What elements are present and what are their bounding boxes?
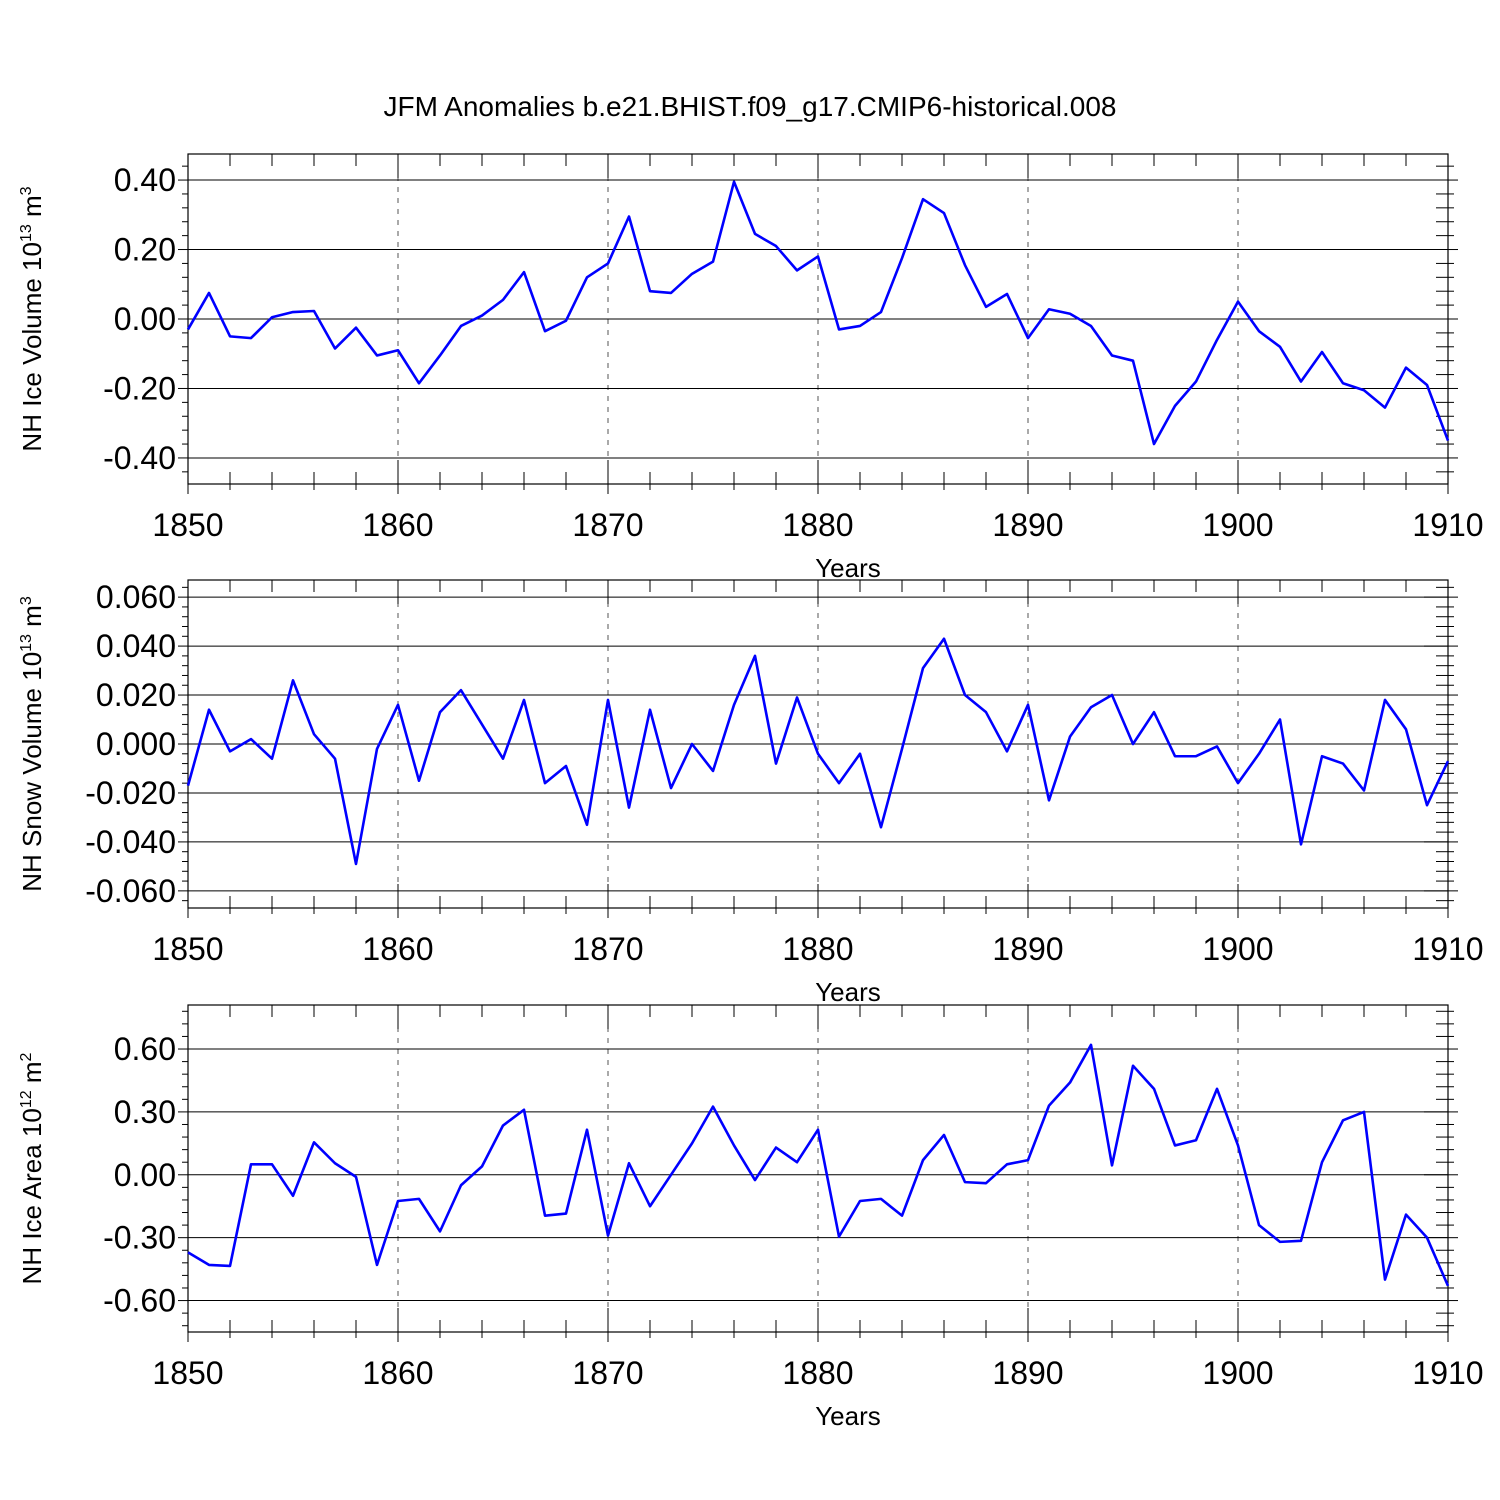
snow-volume-y-axis-label-part: NH Snow Volume 10 [17, 652, 47, 892]
snow-volume-x-tick-label: 1890 [992, 931, 1063, 967]
snow-volume-x-tick-label: 1900 [1202, 931, 1273, 967]
ice-area-x-axis-label: Years [815, 1401, 881, 1431]
ice-volume-x-tick-label: 1910 [1412, 507, 1483, 543]
ice-volume-y-tick-label: -0.20 [103, 370, 176, 406]
ice-volume-panel: -0.40 -0.20 0.00 0.20 0.40 1850 1860 1870 1880 18… [17, 153, 1484, 583]
ice-area-y-tick-label: -0.60 [103, 1283, 176, 1319]
snow-volume-x-tick-label: 1910 [1412, 931, 1483, 967]
ice-area-y-tick-label: 0.60 [114, 1031, 176, 1067]
figure-title: JFM Anomalies b.e21.BHIST.f09_g17.CMIP6-… [383, 91, 1116, 122]
snow-volume-x-axis-label: Years [815, 977, 881, 1007]
snow-volume-panel: -0.060 -0.040 -0.020 0.000 0.020 0.040 0.060 18… [17, 579, 1484, 1007]
snow-volume-y-tick-label: 0.000 [96, 726, 176, 762]
ice-area-y-tick-label: 0.30 [114, 1094, 176, 1130]
ice-volume-y-tick-label: 0.00 [114, 301, 176, 337]
ice-volume-y-axis-label-sup: 13 [18, 224, 35, 242]
snow-volume-y-axis-label-part: m [17, 605, 47, 634]
ice-volume-y-tick-label: 0.20 [114, 232, 176, 268]
ice-area-x-tick-label: 1870 [572, 1355, 643, 1391]
ice-area-x-tick-label: 1850 [152, 1355, 223, 1391]
ice-volume-y-axis-label: NH Ice Volume 1013 m3 [17, 186, 47, 451]
ice-area-x-tick-label: 1890 [992, 1355, 1063, 1391]
snow-volume-y-axis-label-sup: 13 [18, 634, 35, 652]
ice-volume-y-axis-label-part: NH Ice Volume 10 [17, 242, 47, 452]
ice-area-y-tick-label: 0.00 [114, 1157, 176, 1193]
ice-area-y-axis-label-part: m [17, 1061, 47, 1090]
ice-volume-x-tick-label: 1900 [1202, 507, 1273, 543]
snow-volume-y-tick-label: -0.020 [85, 775, 176, 811]
ice-volume-x-tick-label: 1890 [992, 507, 1063, 543]
snow-volume-y-axis-label-sup: 3 [18, 596, 35, 605]
ice-area-x-tick-label: 1910 [1412, 1355, 1483, 1391]
ice-area-y-axis-label-sup: 12 [18, 1090, 35, 1108]
ice-area-panel: -0.60 -0.30 0.00 0.30 0.60 1850 1860 1870 1880 18… [17, 1004, 1484, 1431]
ice-volume-x-tick-label: 1870 [572, 507, 643, 543]
ice-area-x-tick-label: 1880 [782, 1355, 853, 1391]
snow-volume-x-tick-label: 1880 [782, 931, 853, 967]
ice-volume-y-tick-label: 0.40 [114, 162, 176, 198]
snow-volume-x-tick-label: 1850 [152, 931, 223, 967]
snow-volume-y-tick-label: 0.020 [96, 677, 176, 713]
snow-volume-y-tick-label: -0.060 [85, 873, 176, 909]
ice-volume-x-tick-label: 1850 [152, 507, 223, 543]
ice-area-x-tick-label: 1900 [1202, 1355, 1273, 1391]
ice-area-y-tick-label: -0.30 [103, 1220, 176, 1256]
ice-area-y-axis-label-sup: 2 [18, 1052, 35, 1061]
ice-volume-x-tick-label: 1880 [782, 507, 853, 543]
ice-volume-y-axis-label-sup: 3 [18, 186, 35, 195]
snow-volume-y-tick-label: 0.060 [96, 579, 176, 615]
snow-volume-series-line [186, 637, 1450, 866]
ice-area-y-axis-label: NH Ice Area 1012 m2 [17, 1052, 47, 1284]
ice-area-series-line [187, 1043, 1450, 1287]
snow-volume-x-tick-label: 1870 [572, 931, 643, 967]
snow-volume-y-tick-label: 0.040 [96, 628, 176, 664]
snow-volume-x-tick-label: 1860 [362, 931, 433, 967]
ice-volume-x-axis-label: Years [815, 553, 881, 583]
ice-area-x-tick-label: 1860 [362, 1355, 433, 1391]
ice-volume-series-line [186, 180, 1450, 446]
ice-area-y-axis-label-part: NH Ice Area 10 [17, 1108, 47, 1284]
ice-volume-x-tick-label: 1860 [362, 507, 433, 543]
snow-volume-y-tick-label: -0.040 [85, 824, 176, 860]
snow-volume-y-axis-label: NH Snow Volume 1013 m3 [17, 596, 47, 892]
ice-volume-y-axis-label-part: m [17, 195, 47, 224]
ice-volume-y-tick-label: -0.40 [103, 440, 176, 476]
